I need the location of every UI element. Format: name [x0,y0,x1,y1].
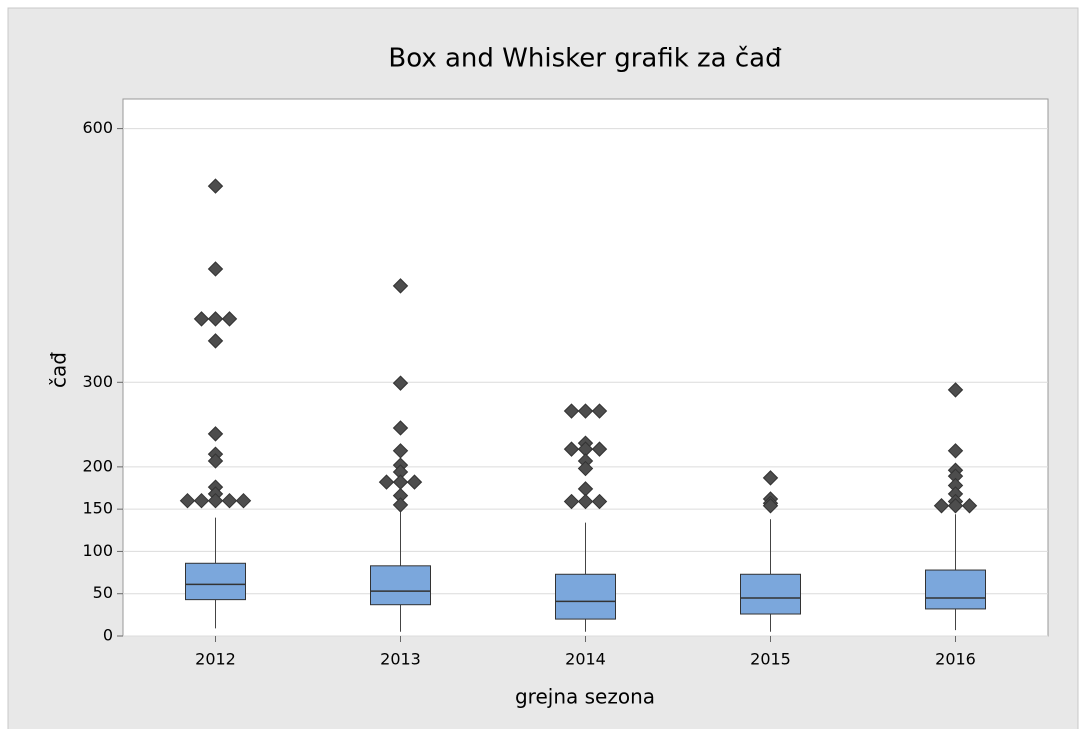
box [185,562,246,601]
outlier [207,333,224,349]
outlier [235,492,252,509]
y-tick-label: 200 [82,456,113,475]
outlier [563,441,580,457]
y-tick-label: 100 [82,541,113,560]
outlier [392,420,409,436]
y-tick-label: 600 [82,118,113,137]
x-tick-label: 2015 [750,650,791,669]
outlier [947,443,964,459]
outlier [577,460,594,477]
outlier [961,498,978,514]
outlier [762,470,779,486]
outlier [933,498,950,514]
box [925,569,986,610]
outlier [563,403,580,419]
y-axis-label: čađ [47,352,71,388]
outlier [591,493,608,510]
box [555,573,616,620]
outlier [193,492,210,509]
outlier [947,382,964,398]
outlier [577,493,594,510]
outlier [947,498,964,514]
x-tick-label: 2013 [380,650,421,669]
outlier [392,278,409,294]
box [740,573,801,615]
outlier [406,474,423,490]
x-axis-label: grejna sezona [515,685,655,709]
outlier [207,426,224,442]
x-tick-label: 2012 [195,650,236,669]
outlier [591,403,608,419]
outlier [221,311,238,327]
outlier [207,453,224,469]
outlier [577,403,594,419]
y-tick-label: 300 [82,372,113,391]
outlier [179,492,196,509]
outlier [207,178,224,194]
outlier [207,492,224,509]
y-tick-label: 150 [82,499,113,518]
outlier [591,441,608,457]
chart-title: Box and Whisker grafik za čađ [388,44,782,74]
outlier [563,493,580,510]
outlier [392,497,409,513]
outlier [392,375,409,391]
y-tick-label: 50 [93,583,113,602]
x-tick-label: 2016 [935,650,976,669]
box [370,565,431,606]
outlier [207,261,224,277]
outlier [762,498,779,514]
x-tick-label: 2014 [565,650,606,669]
outlier [207,311,224,327]
outlier [193,311,210,327]
y-tick-label: 0 [103,626,113,645]
outlier [378,474,395,490]
outlier [221,492,238,509]
